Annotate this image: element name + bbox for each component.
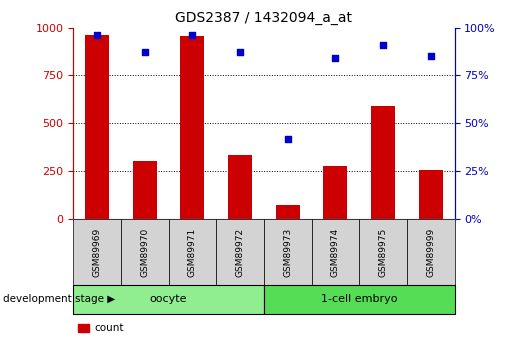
Point (236, 50, 244, 55)
Text: GSM89969: GSM89969 (92, 228, 102, 277)
Bar (276, 205, 299, 219)
Text: GSM89970: GSM89970 (140, 228, 149, 277)
Point (93, 32, 101, 38)
Point (379, 42, 387, 48)
Text: GSM89999: GSM89999 (426, 228, 435, 277)
Bar (133, 161, 157, 219)
Text: oocyte: oocyte (150, 294, 187, 304)
Point (284, 136, 292, 141)
Text: GSM89972: GSM89972 (235, 228, 244, 277)
Bar (180, 36, 205, 219)
Bar (85, 35, 109, 219)
Point (331, 56, 339, 61)
Text: GSM89971: GSM89971 (188, 228, 197, 277)
Text: GSM89975: GSM89975 (379, 228, 387, 277)
Bar (323, 166, 347, 219)
Bar (228, 155, 252, 219)
Text: GSM89974: GSM89974 (331, 228, 340, 277)
Point (427, 53, 435, 59)
Bar (371, 106, 395, 219)
Text: count: count (94, 323, 124, 333)
Point (188, 32, 196, 38)
Point (141, 50, 149, 55)
Text: 1-cell embryo: 1-cell embryo (321, 294, 397, 304)
Title: GDS2387 / 1432094_a_at: GDS2387 / 1432094_a_at (175, 11, 352, 25)
Text: development stage ▶: development stage ▶ (3, 294, 115, 304)
Bar (419, 170, 442, 219)
Text: GSM89973: GSM89973 (283, 228, 292, 277)
